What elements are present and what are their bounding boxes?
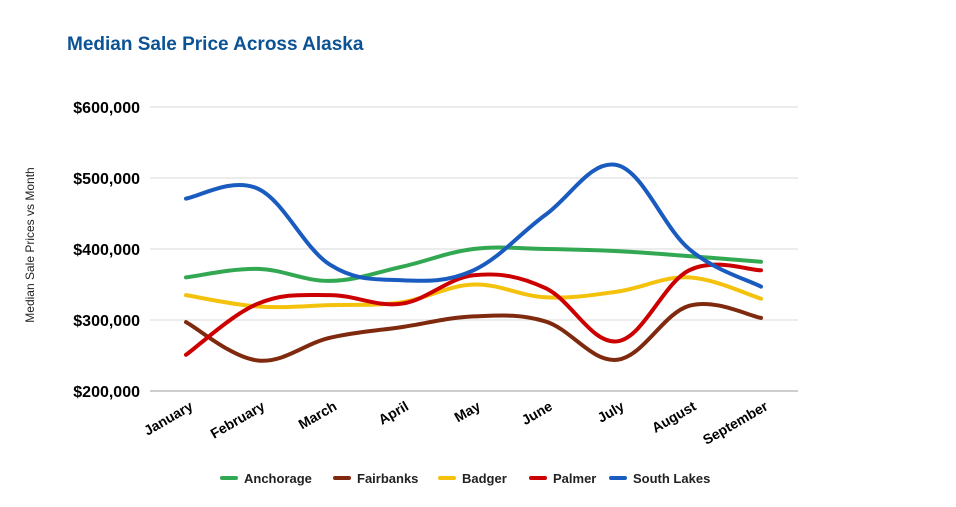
legend-label: Palmer (553, 471, 596, 486)
y-tick-label: $500,000 (73, 171, 140, 188)
x-tick-label: July (594, 398, 626, 426)
legend: Anchorage Fairbanks Badger Palmer South Lake… (220, 471, 710, 486)
legend-label: Anchorage (244, 471, 312, 486)
legend-label: Fairbanks (357, 471, 418, 486)
y-tick-label: $600,000 (73, 100, 140, 117)
series-lines (184, 162, 763, 363)
y-axis-label: Median Sale Prices vs Month (23, 167, 37, 322)
x-tick-label: May (451, 398, 483, 426)
x-tick-label: March (296, 398, 340, 432)
x-tick-label: September (700, 397, 771, 447)
x-tick-label: August (649, 398, 699, 436)
x-tick-label: June (519, 398, 555, 428)
series-line-anchorage (184, 245, 763, 283)
series-line-badger (184, 275, 763, 310)
x-tick-label: February (207, 398, 267, 442)
legend-label: South Lakes (633, 471, 710, 486)
x-axis-ticks: January February March April May June July Augu… (141, 397, 771, 447)
x-tick-label: January (141, 398, 196, 439)
y-axis-ticks: $200,000 $300,000 $400,000 $500,000 $600,000 (73, 100, 140, 401)
series-line-palmer (184, 262, 763, 357)
chart-title: Median Sale Price Across Alaska (67, 34, 364, 55)
y-tick-label: $200,000 (73, 384, 140, 401)
series-line-fairbanks (184, 302, 763, 363)
y-tick-label: $300,000 (73, 313, 140, 330)
legend-label: Badger (462, 471, 507, 486)
series-line-south-lakes (184, 162, 763, 289)
y-tick-label: $400,000 (73, 242, 140, 259)
x-tick-label: April (376, 398, 412, 428)
